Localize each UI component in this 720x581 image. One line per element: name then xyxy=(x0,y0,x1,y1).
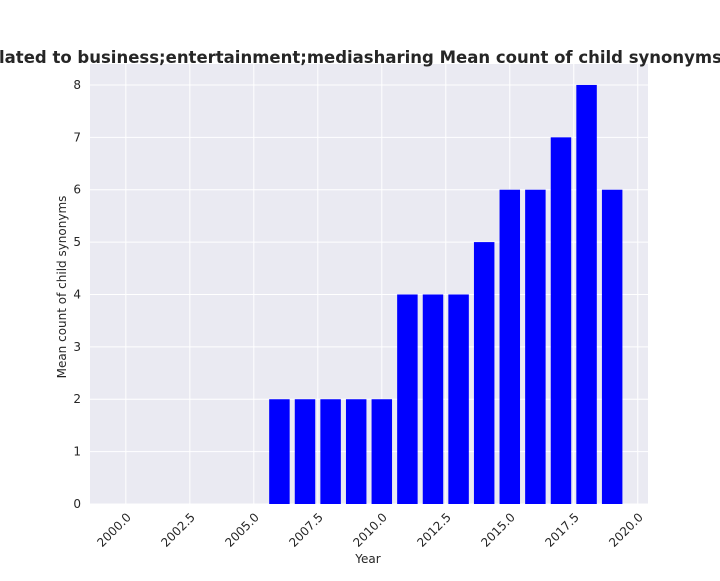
bar-2006 xyxy=(269,399,290,504)
bar-2017 xyxy=(550,137,572,505)
x-tick-label: 2000.0 xyxy=(94,510,134,550)
y-tick-label: 8 xyxy=(73,78,81,92)
bar-2009 xyxy=(345,399,367,504)
bar-2018 xyxy=(576,84,597,504)
x-tick-labels: 2000.0 2002.5 2005.0 2007.5 2010.0 2012.5 2015… xyxy=(94,510,646,550)
x-axis-label: Year xyxy=(354,552,380,566)
bar-2012 xyxy=(422,294,444,504)
bar-2013 xyxy=(448,294,469,504)
bar-2014 xyxy=(473,242,495,504)
y-tick-label: 1 xyxy=(73,445,81,459)
bars xyxy=(269,84,623,505)
y-tick-label: 2 xyxy=(73,392,81,406)
y-tick-label: 7 xyxy=(73,130,81,144)
x-tick-label: 2005.0 xyxy=(222,510,262,550)
bar-2008 xyxy=(320,399,341,504)
y-tick-label: 6 xyxy=(73,183,81,197)
x-tick-label: 2017.5 xyxy=(542,510,582,550)
x-tick-label: 2015.0 xyxy=(478,510,518,550)
x-tick-label: 2007.5 xyxy=(286,510,326,550)
bar-2007 xyxy=(294,399,316,504)
bar-2011 xyxy=(397,294,418,504)
bar-2015 xyxy=(499,189,521,504)
bar-2016 xyxy=(525,189,546,504)
x-tick-label: 2012.5 xyxy=(414,510,454,550)
y-tick-label: 0 xyxy=(73,497,81,511)
chart-title: s are related to business;entertainment;… xyxy=(0,48,720,67)
bar-2010 xyxy=(371,399,393,504)
x-tick-label: 2002.5 xyxy=(158,510,198,550)
grid-lines xyxy=(90,64,648,505)
bar-2019 xyxy=(601,189,623,504)
x-tick-label: 2020.0 xyxy=(606,510,646,550)
x-tick-label: 2010.0 xyxy=(350,510,390,550)
y-tick-labels: 0 1 2 3 4 5 6 7 8 xyxy=(73,78,81,511)
y-tick-label: 5 xyxy=(73,235,81,249)
y-tick-label: 4 xyxy=(73,287,81,301)
y-tick-label: 3 xyxy=(73,340,81,354)
y-axis-label: Mean count of child synonyms xyxy=(55,196,69,379)
